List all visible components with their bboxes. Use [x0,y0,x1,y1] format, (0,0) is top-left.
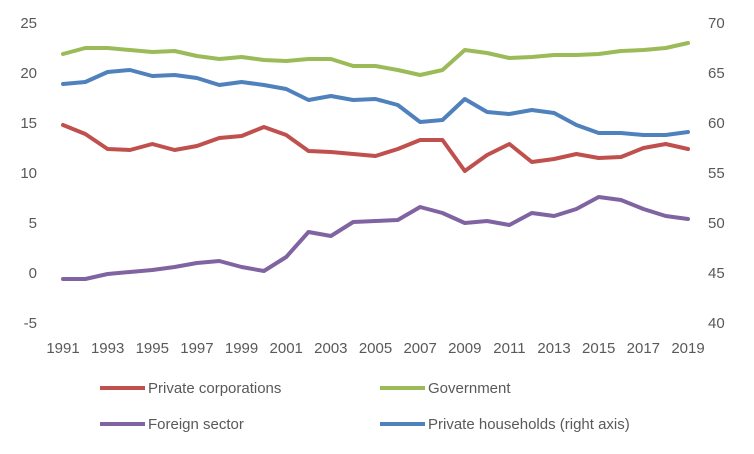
legend-label: Foreign sector [148,416,244,433]
x-tick-label: 1995 [136,340,169,357]
series-lines [61,41,690,281]
left-tick-label: 25 [20,15,37,32]
legend: Private corporations Government Foreign … [100,380,630,433]
x-tick-label: 2003 [314,340,347,357]
x-tick-label: 2019 [671,340,704,357]
x-tick-label: 2009 [448,340,481,357]
left-tick-label: 5 [29,215,37,232]
left-tick-label: 15 [20,115,37,132]
left-tick-label: 0 [29,265,37,282]
x-tick-label: 2001 [270,340,303,357]
x-tick-label: 1993 [91,340,124,357]
series-line-foreign-sector [61,195,690,281]
left-tick-label: 10 [20,165,37,182]
x-tick-label: 1997 [180,340,213,357]
series-line-private-households [61,68,690,137]
legend-label: Private corporations [148,380,281,397]
legend-item-government: Government [380,380,511,397]
legend-item-private-corporations: Private corporations [100,380,281,397]
series-line-government [61,41,690,77]
series-line-private-corporations [61,123,690,173]
x-tick-label: 2011 [493,340,525,357]
x-tick-label: 2013 [537,340,570,357]
right-tick-label: 65 [708,65,725,82]
left-tick-label: -5 [24,315,37,332]
left-tick-label: 20 [20,65,37,82]
legend-label: Private households (right axis) [428,416,630,433]
right-tick-label: 60 [708,115,725,132]
right-tick-label: 70 [708,15,725,32]
x-tick-label: 1991 [46,340,79,357]
x-tick-label: 2017 [627,340,660,357]
legend-item-private-households: Private households (right axis) [380,416,630,433]
right-tick-label: 45 [708,265,725,282]
right-tick-label: 50 [708,215,725,232]
x-axis: 1991 1993 1995 1997 1999 2001 2003 2005 … [46,340,704,357]
left-axis: -5 0 5 10 15 20 25 [20,15,37,332]
legend-label: Government [428,380,511,397]
x-tick-label: 2015 [582,340,615,357]
right-tick-label: 55 [708,165,725,182]
x-tick-label: 2007 [403,340,436,357]
right-tick-label: 40 [708,315,725,332]
x-tick-label: 2005 [359,340,392,357]
legend-item-foreign-sector: Foreign sector [100,416,244,433]
x-tick-label: 1999 [225,340,258,357]
right-axis: 40 45 50 55 60 65 70 [708,15,725,332]
